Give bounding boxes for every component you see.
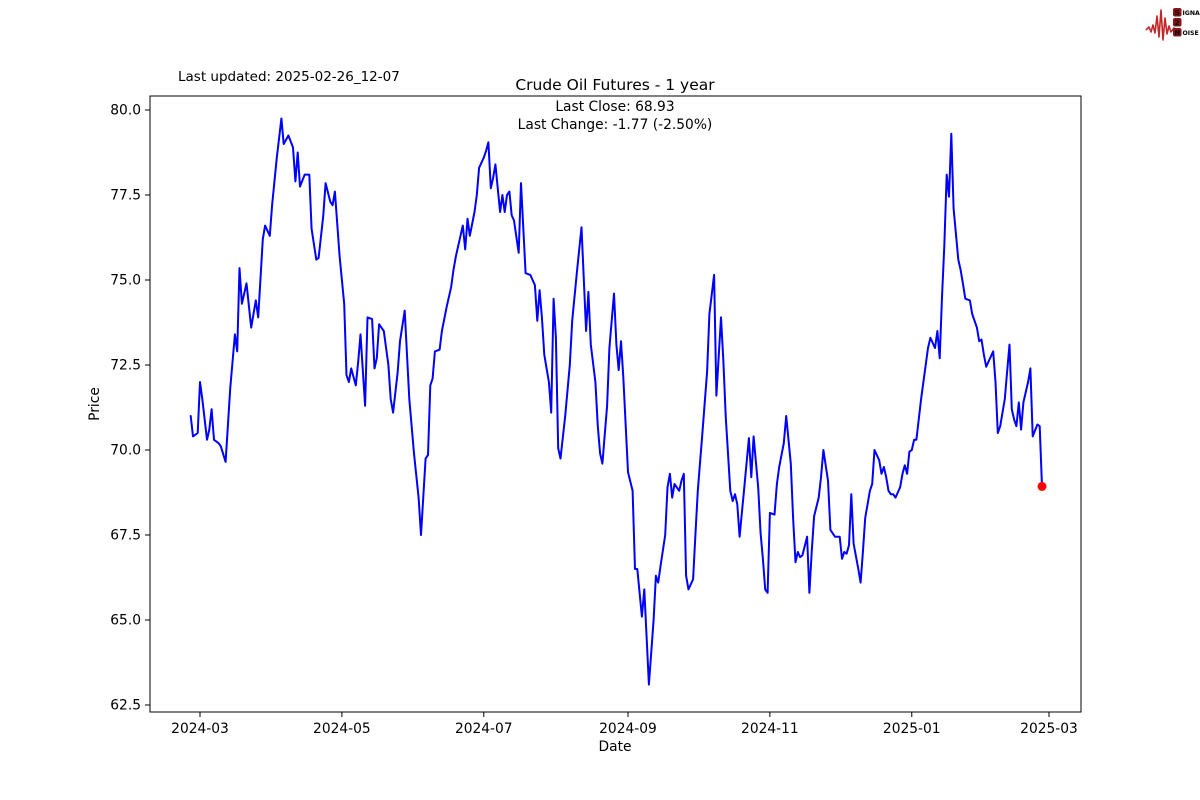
y-axis-ticks: 62.5 65.0 67.5 70.0 72.5 75.0 77.5 80.0 bbox=[110, 103, 150, 714]
y-tick-label: 65.0 bbox=[110, 613, 141, 629]
signal2noise-logo: S IGNAL 2 N OISE bbox=[1145, 8, 1200, 41]
x-axis-label: Date bbox=[599, 739, 632, 755]
x-tick-label: 2025-03 bbox=[1020, 721, 1078, 737]
y-tick-label: 67.5 bbox=[110, 528, 141, 544]
y-axis-label: Price bbox=[87, 387, 103, 421]
logo-letter-s: S bbox=[1175, 9, 1180, 17]
y-tick-label: 70.0 bbox=[110, 443, 141, 459]
logo-box-n bbox=[1173, 28, 1182, 37]
y-tick-label: 80.0 bbox=[110, 103, 141, 119]
x-axis-ticks: 2024-03 2024-05 2024-07 2024-09 2024-11 2025-… bbox=[171, 712, 1078, 737]
subtitle-last-change: Last Change: -1.77 (-2.50%) bbox=[518, 117, 713, 133]
logo-word-ignal: IGNAL bbox=[1183, 10, 1200, 17]
logo-box-2 bbox=[1173, 18, 1182, 27]
last-updated-text: Last updated: 2025-02-26_12-07 bbox=[178, 69, 400, 85]
chart-title: Crude Oil Futures - 1 year bbox=[515, 76, 715, 94]
plot-area bbox=[149, 95, 1082, 713]
y-tick-label: 72.5 bbox=[110, 358, 141, 374]
subtitle-last-close: Last Close: 68.93 bbox=[555, 99, 674, 115]
x-tick-label: 2025-01 bbox=[883, 721, 941, 737]
x-tick-label: 2024-07 bbox=[455, 721, 513, 737]
y-tick-label: 62.5 bbox=[110, 698, 141, 714]
logo-letter-2: 2 bbox=[1175, 19, 1180, 27]
y-tick-label: 75.0 bbox=[110, 273, 141, 289]
x-tick-label: 2024-09 bbox=[599, 721, 657, 737]
logo-box-s bbox=[1173, 8, 1182, 17]
logo-text: S IGNAL 2 N OISE bbox=[1173, 8, 1200, 37]
last-close-marker-dot bbox=[1037, 481, 1047, 491]
ekg-waveform-icon bbox=[1145, 9, 1181, 41]
y-tick-label: 77.5 bbox=[110, 188, 141, 204]
x-tick-label: 2024-03 bbox=[171, 721, 229, 737]
logo-letter-n: N bbox=[1174, 29, 1180, 37]
x-tick-label: 2024-05 bbox=[313, 721, 371, 737]
x-tick-label: 2024-11 bbox=[741, 721, 799, 737]
logo-word-oise: OISE bbox=[1183, 30, 1199, 37]
price-line-series bbox=[189, 117, 1043, 686]
